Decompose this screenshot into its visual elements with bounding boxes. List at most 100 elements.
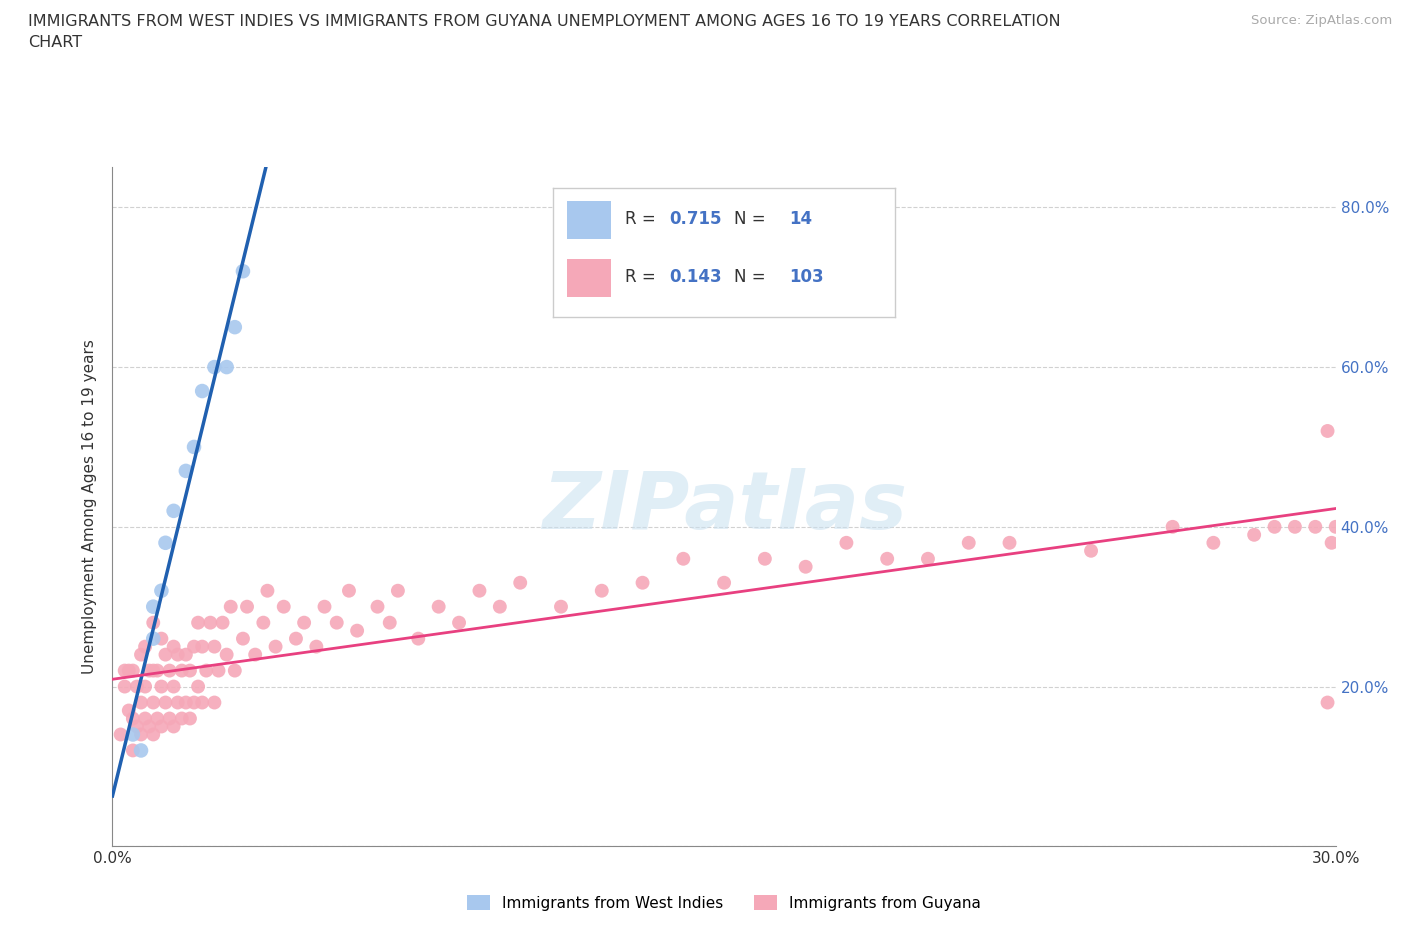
Point (163, 639, 186, 654)
Point (122, 743, 145, 758)
Point (142, 695, 165, 710)
Point (754, 551, 776, 566)
Point (672, 551, 695, 566)
Point (163, 719, 186, 734)
Point (183, 639, 205, 654)
Point (183, 440, 205, 455)
Point (122, 711, 145, 726)
Point (957, 536, 980, 551)
Point (204, 360, 226, 375)
Point (509, 576, 531, 591)
Text: Source: ZipAtlas.com: Source: ZipAtlas.com (1251, 14, 1392, 27)
Point (1161, 519, 1184, 534)
Point (150, 719, 173, 734)
Point (1264, 519, 1286, 534)
Point (179, 663, 201, 678)
Point (187, 679, 209, 694)
Point (142, 631, 165, 646)
Point (150, 583, 173, 598)
Point (114, 663, 136, 678)
Point (447, 616, 470, 631)
Point (163, 679, 186, 694)
Point (408, 631, 430, 646)
Point (1080, 543, 1102, 558)
Point (998, 536, 1021, 551)
Point (1284, 519, 1306, 534)
Point (138, 719, 160, 734)
Point (204, 639, 226, 654)
Point (187, 616, 209, 631)
Point (129, 727, 152, 742)
Point (550, 599, 572, 614)
Point (166, 695, 188, 710)
Point (146, 663, 169, 678)
Point (215, 360, 238, 375)
Point (183, 695, 205, 710)
Point (427, 599, 450, 614)
Point (159, 663, 181, 678)
Point (129, 743, 152, 758)
Point (264, 639, 287, 654)
Point (215, 647, 238, 662)
Point (468, 583, 491, 598)
Point (110, 727, 132, 742)
Point (1243, 527, 1265, 542)
Point (134, 639, 156, 654)
Point (134, 679, 156, 694)
Point (150, 679, 173, 694)
Point (273, 599, 295, 614)
Point (174, 695, 197, 710)
Point (1324, 519, 1347, 534)
Point (236, 599, 259, 614)
Point (174, 463, 197, 478)
Point (1316, 695, 1339, 710)
Point (142, 616, 165, 631)
Point (142, 727, 165, 742)
Point (159, 711, 181, 726)
Point (1305, 519, 1327, 534)
Point (794, 559, 817, 574)
Point (387, 583, 409, 598)
Point (114, 679, 136, 694)
Point (378, 616, 401, 631)
Point (170, 711, 193, 726)
Point (118, 663, 141, 678)
Point (179, 711, 201, 726)
Point (211, 616, 233, 631)
Point (713, 576, 735, 591)
Text: CHART: CHART (28, 35, 82, 50)
Point (195, 663, 218, 678)
Point (245, 647, 267, 662)
Point (191, 383, 214, 398)
Point (631, 576, 654, 591)
Point (207, 663, 229, 678)
Point (1202, 536, 1225, 551)
Point (134, 711, 156, 726)
Point (122, 727, 145, 742)
Point (170, 663, 193, 678)
Point (200, 616, 222, 631)
Point (150, 631, 173, 646)
Point (232, 631, 254, 646)
Point (314, 599, 336, 614)
Point (224, 320, 246, 335)
Text: ZIPatlas: ZIPatlas (541, 468, 907, 546)
Point (591, 583, 613, 598)
Point (346, 623, 368, 638)
Point (122, 663, 145, 678)
Point (155, 647, 177, 662)
Point (138, 663, 160, 678)
Point (876, 551, 898, 566)
Point (1320, 536, 1343, 551)
Point (489, 599, 512, 614)
Point (1316, 423, 1339, 438)
Point (252, 616, 274, 631)
Point (305, 639, 328, 654)
Point (224, 663, 246, 678)
Point (163, 503, 186, 518)
Point (256, 583, 278, 598)
Point (326, 616, 349, 631)
Point (174, 647, 197, 662)
Point (337, 583, 360, 598)
Point (129, 695, 152, 710)
